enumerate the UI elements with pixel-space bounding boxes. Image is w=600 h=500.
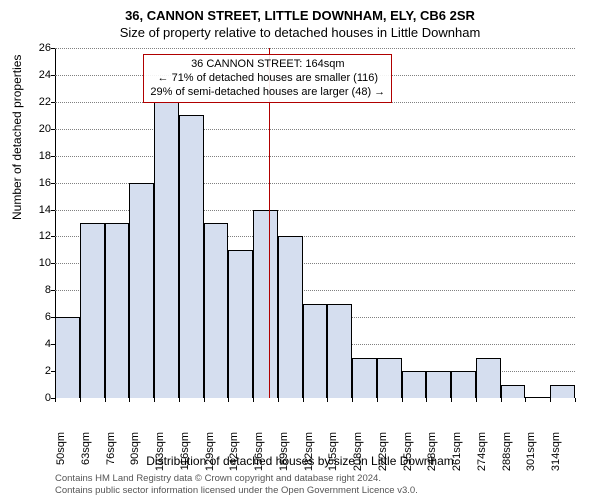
- x-tick-mark: [550, 398, 551, 402]
- y-tick-label: 2: [31, 365, 51, 377]
- histogram-bar: [550, 385, 575, 398]
- x-tick-mark: [476, 398, 477, 402]
- y-tick-label: 22: [31, 96, 51, 108]
- y-tick-mark: [51, 75, 55, 76]
- y-tick-mark: [51, 236, 55, 237]
- y-tick-mark: [51, 102, 55, 103]
- x-tick-mark: [352, 398, 353, 402]
- x-tick-mark: [426, 398, 427, 402]
- footer-line1: Contains HM Land Registry data © Crown c…: [55, 473, 418, 485]
- x-tick-mark: [154, 398, 155, 402]
- y-tick-label: 20: [31, 123, 51, 135]
- y-tick-mark: [51, 156, 55, 157]
- x-tick-mark: [377, 398, 378, 402]
- y-tick-label: 8: [31, 284, 51, 296]
- y-tick-label: 12: [31, 230, 51, 242]
- x-tick-mark: [253, 398, 254, 402]
- y-tick-label: 16: [31, 177, 51, 189]
- annotation-line2: ← 71% of detached houses are smaller (11…: [150, 72, 385, 86]
- histogram-bar: [476, 358, 501, 398]
- annotation-box: 36 CANNON STREET: 164sqm← 71% of detache…: [143, 54, 392, 103]
- histogram-bar: [303, 304, 328, 398]
- histogram-bar: [80, 223, 105, 398]
- y-tick-label: 6: [31, 311, 51, 323]
- x-tick-mark: [278, 398, 279, 402]
- x-tick-mark: [179, 398, 180, 402]
- y-tick-mark: [51, 129, 55, 130]
- histogram-bar: [204, 223, 229, 398]
- y-tick-label: 10: [31, 257, 51, 269]
- annotation-line3: 29% of semi-detached houses are larger (…: [150, 86, 385, 100]
- x-tick-mark: [451, 398, 452, 402]
- plot-area: 0246810121416182022242650sqm63sqm76sqm90…: [55, 48, 575, 398]
- gridline-h: [55, 156, 575, 157]
- x-tick-mark: [303, 398, 304, 402]
- y-axis-title: Number of detached properties: [10, 55, 24, 220]
- footer-attribution: Contains HM Land Registry data © Crown c…: [55, 473, 418, 497]
- histogram-bar: [129, 183, 154, 398]
- x-tick-mark: [327, 398, 328, 402]
- annotation-line1: 36 CANNON STREET: 164sqm: [150, 58, 385, 72]
- y-tick-mark: [51, 210, 55, 211]
- histogram-bar: [451, 371, 476, 398]
- y-tick-label: 14: [31, 204, 51, 216]
- y-tick-label: 24: [31, 69, 51, 81]
- gridline-h: [55, 129, 575, 130]
- chart-container: 36, CANNON STREET, LITTLE DOWNHAM, ELY, …: [0, 0, 600, 500]
- y-tick-mark: [51, 48, 55, 49]
- y-tick-label: 0: [31, 392, 51, 404]
- histogram-bar: [426, 371, 451, 398]
- y-tick-label: 26: [31, 42, 51, 54]
- histogram-bar: [377, 358, 402, 398]
- histogram-bar: [278, 236, 303, 398]
- y-tick-label: 4: [31, 338, 51, 350]
- histogram-bar: [179, 115, 204, 398]
- x-tick-mark: [575, 398, 576, 402]
- histogram-bar: [105, 223, 130, 398]
- y-tick-mark: [51, 290, 55, 291]
- x-tick-mark: [105, 398, 106, 402]
- x-tick-mark: [204, 398, 205, 402]
- x-tick-mark: [501, 398, 502, 402]
- y-tick-mark: [51, 263, 55, 264]
- histogram-bar: [501, 385, 526, 398]
- x-tick-mark: [80, 398, 81, 402]
- gridline-h: [55, 48, 575, 49]
- x-tick-mark: [525, 398, 526, 402]
- x-tick-mark: [228, 398, 229, 402]
- histogram-bar: [55, 317, 80, 398]
- histogram-bar: [154, 102, 179, 398]
- histogram-bar: [352, 358, 377, 398]
- histogram-bar: [253, 210, 278, 398]
- x-axis-title: Distribution of detached houses by size …: [0, 454, 600, 468]
- footer-line2: Contains public sector information licen…: [55, 485, 418, 497]
- y-tick-mark: [51, 183, 55, 184]
- x-tick-mark: [129, 398, 130, 402]
- y-tick-label: 18: [31, 150, 51, 162]
- histogram-bar: [402, 371, 427, 398]
- histogram-bar: [228, 250, 253, 398]
- histogram-bar: [327, 304, 352, 398]
- x-tick-mark: [55, 398, 56, 402]
- chart-title-sub: Size of property relative to detached ho…: [0, 23, 600, 40]
- x-tick-mark: [402, 398, 403, 402]
- chart-title-main: 36, CANNON STREET, LITTLE DOWNHAM, ELY, …: [0, 0, 600, 23]
